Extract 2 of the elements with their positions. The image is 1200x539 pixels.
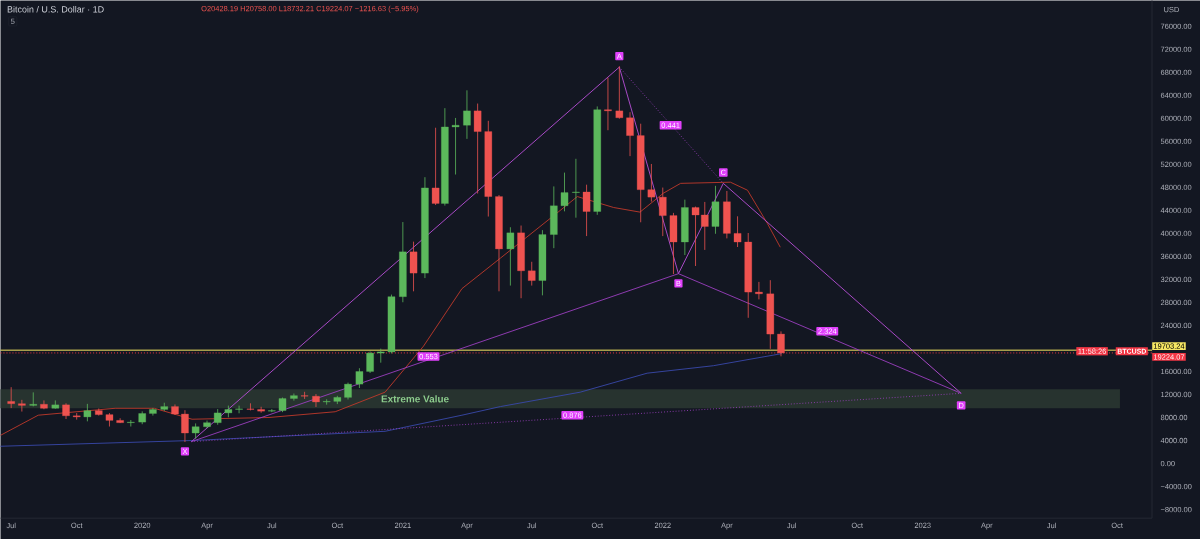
chart-title: Bitcoin / U.S. Dollar · 1D [7,5,104,13]
band-label: Extreme Value [381,395,449,403]
